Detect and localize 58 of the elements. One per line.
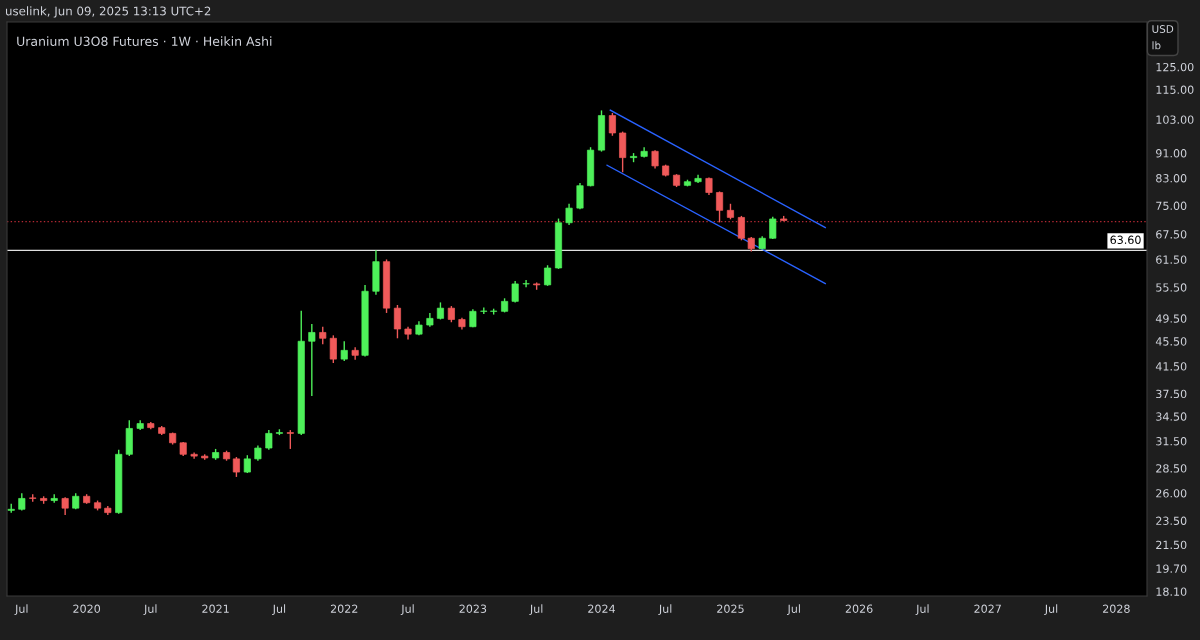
candlestick (286, 429, 294, 450)
x-tick-label: Jul (400, 604, 414, 615)
y-tick-label: 83.00 (1156, 174, 1187, 183)
candlestick (522, 279, 530, 289)
candlestick (329, 334, 337, 364)
y-tick-label: 26.00 (1156, 489, 1187, 498)
y-tick-label: 37.50 (1156, 389, 1187, 399)
y-tick-label: 18.10 (1156, 587, 1187, 596)
x-tick-label: Jul (143, 604, 157, 615)
x-tick-label: 2020 (73, 604, 101, 613)
candlestick (340, 340, 348, 362)
ref-line-label: 63.60 (1110, 235, 1141, 245)
x-tick-label: 2025 (717, 604, 744, 613)
text: uselink, Jun 09, 2025 13:13 UTC+2 (6, 6, 211, 18)
text: Uranium U3O8 Futures · 1W · Heikin Ashi (17, 36, 272, 47)
candlestick (737, 215, 745, 241)
x-tick-label: Jul (1044, 604, 1058, 615)
x-tick-label: 2026 (845, 604, 873, 613)
x-tick-label: Jul (786, 604, 800, 615)
x-tick-label: Jul (529, 604, 543, 615)
candlestick (608, 112, 616, 137)
x-tick-label: Jul (658, 604, 672, 615)
candlestick (565, 203, 573, 226)
y-tick-label: 34.50 (1156, 412, 1187, 421)
x-tick-label: 2021 (202, 604, 229, 613)
y-tick-label: 125.00 (1156, 62, 1194, 72)
x-tick-label: 2028 (1103, 604, 1130, 613)
candlestick (265, 429, 273, 451)
y-tick-label: 55.50 (1156, 283, 1187, 292)
candlestick (308, 323, 316, 397)
y-tick-label: 49.50 (1155, 314, 1187, 323)
y-tick-label: 61.50 (1156, 255, 1187, 264)
y-tick-label: 23.50 (1156, 516, 1187, 525)
y-tick-label: 45.50 (1155, 337, 1187, 346)
y-tick-label: 31.50 (1156, 437, 1187, 446)
candlestick (576, 182, 584, 210)
y-tick-label: 91.00 (1156, 149, 1187, 158)
y-tick-label: 21.50 (1156, 540, 1187, 550)
y-tick-label: 103.00 (1156, 115, 1194, 124)
candlestick (651, 149, 659, 170)
x-tick-label: Jul (14, 604, 28, 615)
candlestick (544, 264, 552, 287)
y-tick-label: 67.50 (1156, 230, 1187, 239)
x-tick-label: 2027 (974, 604, 1001, 613)
x-tick-label: 2024 (588, 604, 616, 613)
candlestick (232, 456, 240, 478)
x-tick-label: Jul (272, 604, 286, 615)
y-tick-label: 115.00 (1156, 85, 1194, 94)
y-tick-label: 75.00 (1156, 201, 1187, 210)
y-tick-label: 41.50 (1155, 362, 1187, 371)
x-tick-label: 2023 (459, 604, 487, 613)
x-tick-label: 2022 (330, 604, 358, 613)
x-tick-label: Jul (915, 604, 929, 615)
candlestick (393, 304, 401, 339)
y-tick-label: 19.70 (1156, 564, 1187, 573)
candlestick (716, 190, 724, 224)
y-tick-label: 28.50 (1156, 464, 1187, 473)
y-axis-title: USD lb (1152, 25, 1174, 50)
